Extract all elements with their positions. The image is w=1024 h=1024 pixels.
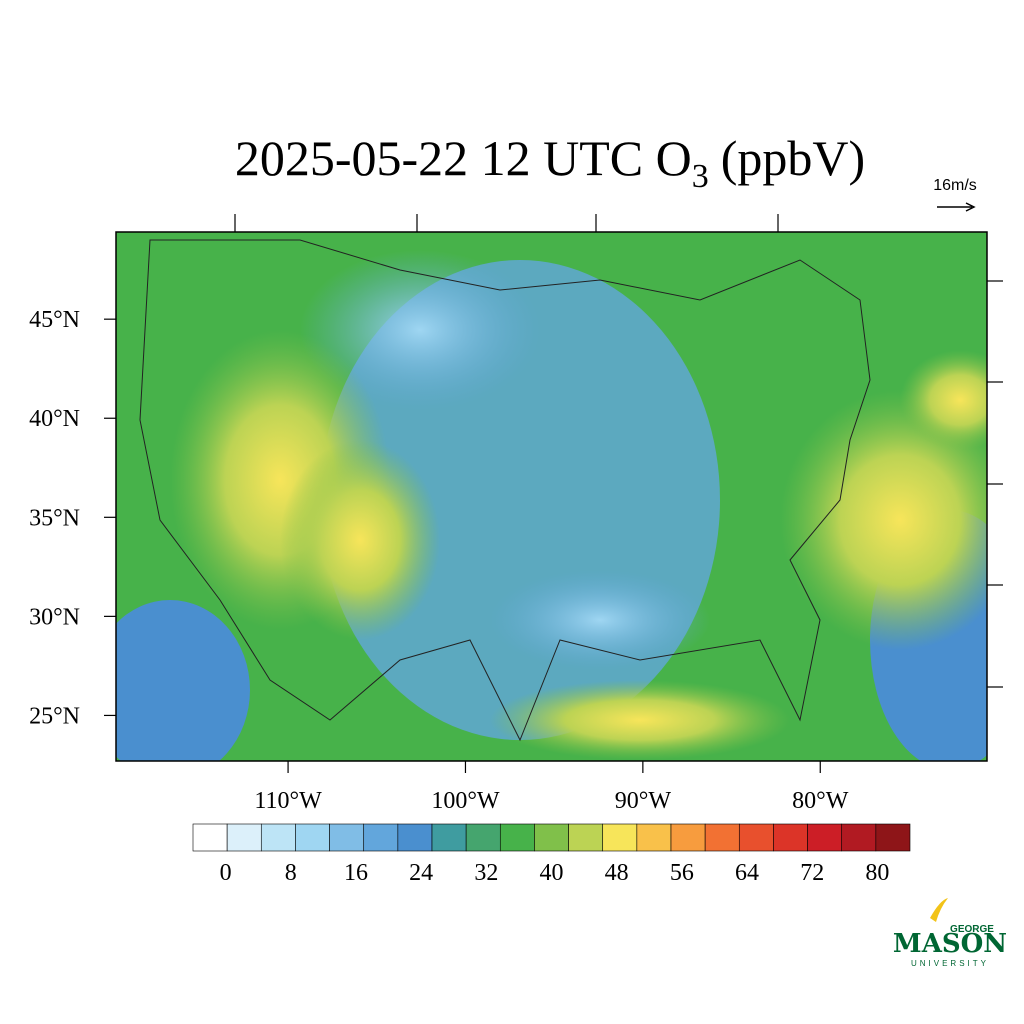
y-tick-label: 35°N [29, 505, 80, 531]
title-text: 2025-05-22 12 UTC O [235, 130, 692, 186]
colorbar-tick-label: 56 [670, 860, 694, 886]
colorbar-tick-label: 0 [220, 860, 232, 886]
logo-bottom: UNIVERSITY [911, 959, 989, 968]
x-tick-label: 90°W [615, 788, 672, 814]
colorbar-tick-label: 48 [605, 860, 629, 886]
vector-reference-arrow [937, 202, 976, 212]
colorbar-tick-label: 16 [344, 860, 368, 886]
colorbar-box [499, 823, 535, 852]
y-tick-label: 45°N [29, 307, 80, 333]
colorbar-box [226, 823, 262, 852]
colorbar-box [329, 823, 365, 852]
colorbar-box [636, 823, 672, 852]
colorbar-tick-label: 8 [285, 860, 297, 886]
colorbar-tick-label: 64 [735, 860, 759, 886]
y-tick-label: 25°N [29, 703, 80, 729]
colorbar-box [670, 823, 706, 852]
frame-ticks [234, 214, 1003, 688]
colorbar-box [738, 823, 774, 852]
colorbar-tick-label: 32 [474, 860, 498, 886]
colorbar-box [431, 823, 467, 852]
colorbar-box [773, 823, 808, 852]
colorbar-box [807, 823, 843, 852]
x-tick-label: 100°W [431, 788, 500, 814]
logo-top: GEORGE [950, 924, 994, 935]
colorbar-box [568, 823, 604, 852]
map-frame [115, 231, 988, 762]
x-tick-label: 110°W [254, 788, 322, 814]
title-suffix: (ppbV) [721, 130, 865, 186]
colorbar-box [295, 823, 330, 852]
y-tick-label: 30°N [29, 604, 80, 630]
logo-main: MASON [893, 929, 1007, 959]
colorbar-box [192, 823, 228, 852]
colorbar-box [465, 823, 501, 852]
title: 2025-05-22 12 UTC O3 (ppbV) [235, 130, 865, 195]
colorbar-box [363, 823, 399, 852]
logo: GEORGE MASON UNIVERSITY [893, 898, 1007, 968]
colorbar-tick-label: 40 [540, 860, 564, 886]
colorbar-box [875, 823, 911, 852]
y-tick-label: 40°N [29, 406, 80, 432]
colorbar-box [397, 823, 433, 852]
map-field [116, 232, 987, 761]
title-subscript: 3 [692, 158, 709, 195]
colorbar-box [704, 823, 740, 852]
colorbar-tick-label: 80 [865, 860, 889, 886]
x-tick-label: 80°W [792, 788, 849, 814]
vector-reference-label: 16m/s [933, 177, 977, 194]
colorbar-box [841, 823, 877, 852]
colorbar-box [534, 823, 569, 852]
colorbar-box [602, 823, 638, 852]
colorbar-tick-label: 72 [800, 860, 824, 886]
colorbar-tick-label: 24 [409, 860, 433, 886]
colorbar-box [260, 823, 296, 852]
